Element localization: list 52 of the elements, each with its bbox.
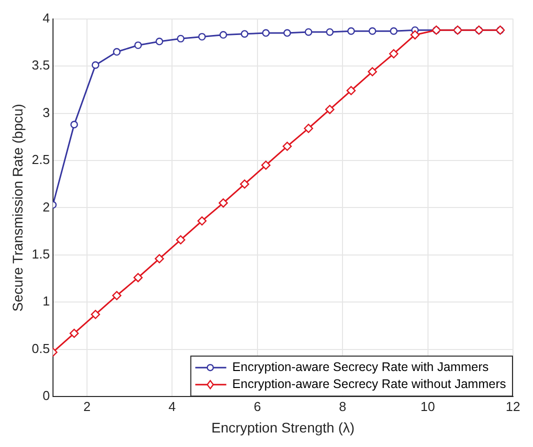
y-tick-label: 2.5 — [32, 152, 50, 168]
point — [410, 30, 420, 40]
x-tick-label: 2 — [83, 398, 91, 414]
point — [283, 29, 291, 37]
point — [368, 67, 378, 76]
point — [112, 48, 121, 56]
point — [219, 31, 228, 39]
x-tick-label: 8 — [338, 398, 346, 414]
point — [347, 27, 355, 35]
point — [304, 28, 312, 36]
point — [92, 61, 100, 69]
point — [325, 104, 334, 114]
point — [304, 124, 314, 133]
legend-label: Encryption-aware Secrecy Rate with Jammers — [232, 360, 489, 374]
x-tick-label: 10 — [420, 398, 436, 414]
point — [346, 86, 356, 96]
point — [112, 290, 122, 300]
x-tick-label: 6 — [254, 398, 261, 414]
point — [70, 120, 78, 128]
point — [198, 32, 206, 41]
point — [326, 28, 334, 36]
x-tick-label: 4 — [168, 398, 176, 414]
point — [154, 254, 164, 264]
point — [197, 216, 207, 226]
point — [240, 30, 248, 38]
point — [218, 198, 228, 208]
point — [70, 328, 79, 338]
y-tick-label: 3 — [42, 104, 50, 120]
point — [262, 29, 270, 37]
point — [390, 27, 398, 35]
y-axis-title: Secure Transmission Rate (bpcu) — [9, 104, 26, 312]
y-tick-label: 3.5 — [32, 58, 50, 73]
point — [176, 34, 184, 42]
legend-label: Encryption-aware Secrecy Rate without Jammers — [232, 377, 506, 392]
y-tick-label: 0 — [42, 388, 50, 404]
point — [240, 179, 250, 189]
y-tick-label: 2 — [42, 199, 50, 214]
point — [389, 49, 398, 58]
x-tick-label: 12 — [506, 398, 520, 414]
point — [90, 310, 100, 320]
point — [133, 272, 143, 282]
y-tick-label: 0.5 — [32, 340, 50, 356]
point — [282, 142, 292, 151]
point — [368, 27, 376, 35]
point — [261, 160, 270, 170]
x-axis-title: Encryption Strength (λ) — [211, 419, 355, 436]
point — [156, 38, 164, 46]
y-tick-label: 4 — [42, 10, 50, 26]
y-tick-label: 1.5 — [32, 246, 50, 262]
point — [176, 235, 186, 244]
point — [134, 41, 142, 50]
y-tick-label: 1 — [42, 294, 50, 309]
